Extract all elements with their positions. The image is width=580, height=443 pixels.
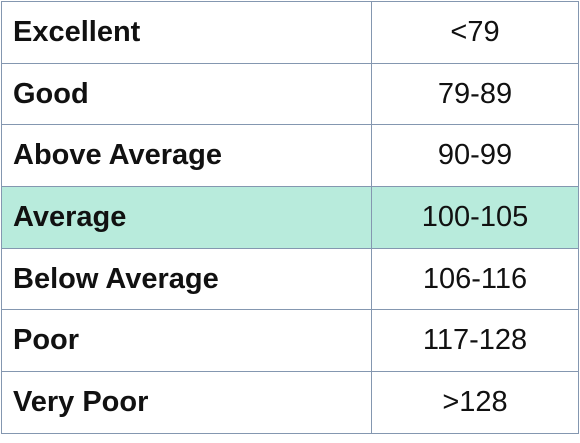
rating-range: 79-89	[371, 62, 579, 126]
table-row: Below Average 106-116	[1, 247, 579, 311]
rating-label: Very Poor	[1, 371, 372, 434]
rating-label: Average	[1, 186, 372, 249]
table-row: Average 100-105	[1, 186, 579, 249]
table-row: Very Poor >128	[1, 371, 579, 434]
rating-range: >128	[371, 371, 579, 434]
table-row: Poor 117-128	[1, 309, 579, 373]
table-row: Above Average 90-99	[1, 124, 579, 188]
rating-label: Poor	[1, 309, 372, 373]
rating-label: Below Average	[1, 247, 372, 311]
table-row: Excellent <79	[1, 1, 579, 64]
rating-table: Excellent <79 Good 79-89 Above Average 9…	[1, 1, 579, 434]
rating-label: Above Average	[1, 124, 372, 188]
rating-range: 106-116	[371, 247, 579, 311]
rating-range: <79	[371, 1, 579, 64]
rating-label: Good	[1, 62, 372, 126]
rating-range: 90-99	[371, 124, 579, 188]
rating-label: Excellent	[1, 1, 372, 64]
table-row: Good 79-89	[1, 62, 579, 126]
rating-range: 117-128	[371, 309, 579, 373]
rating-range: 100-105	[371, 186, 579, 249]
